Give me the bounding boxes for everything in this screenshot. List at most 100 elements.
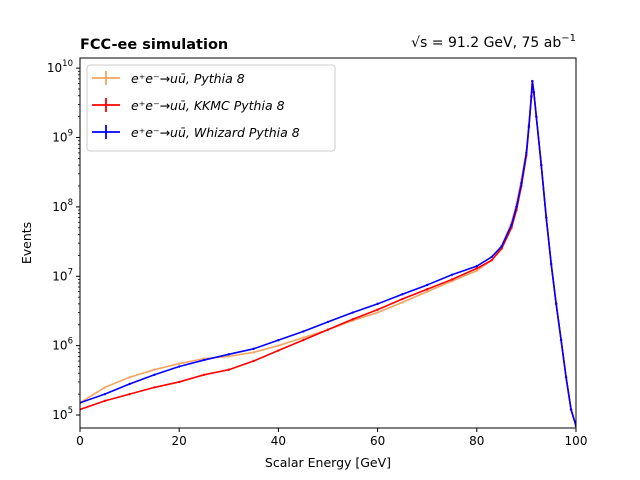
y-axis-label: Events — [19, 222, 34, 264]
data-point — [554, 302, 558, 306]
data-point — [527, 125, 531, 128]
data-point — [128, 392, 131, 396]
data-point — [530, 95, 533, 98]
data-point — [202, 358, 206, 362]
data-point — [128, 382, 131, 386]
data-point — [500, 245, 503, 248]
data-point — [178, 380, 181, 384]
data-point — [153, 373, 156, 376]
data-point — [515, 205, 518, 209]
data-point — [103, 386, 107, 389]
chart-title-right-sup: −1 — [561, 33, 576, 44]
x-tick-label: 60 — [370, 434, 385, 448]
data-point — [535, 115, 538, 118]
x-tick-label: 100 — [565, 434, 588, 448]
y-tick-base: 10 — [52, 408, 67, 422]
chart-title-left: FCC-ee simulation — [80, 37, 228, 53]
data-point — [153, 386, 156, 389]
data-point — [302, 336, 305, 339]
data-point — [490, 255, 493, 259]
data-point — [302, 338, 305, 342]
data-point — [559, 338, 563, 342]
x-tick-label: 80 — [469, 434, 484, 448]
y-tick-label: 1010 — [47, 59, 73, 75]
data-point — [277, 338, 280, 342]
legend-box — [86, 64, 336, 152]
data-point — [401, 301, 404, 304]
data-point — [277, 349, 280, 352]
x-axis-label: Scalar Energy [GeV] — [265, 455, 391, 470]
data-point — [525, 151, 528, 155]
y-tick-exp: 9 — [68, 129, 73, 139]
data-point — [227, 353, 230, 356]
data-point — [450, 273, 454, 276]
data-point — [475, 269, 478, 272]
data-point — [153, 368, 156, 371]
data-point — [351, 318, 354, 321]
data-point — [302, 330, 305, 333]
data-point — [540, 163, 543, 167]
y-tick-label: 105 — [52, 406, 73, 422]
data-point — [376, 308, 379, 311]
x-tick-label: 0 — [76, 434, 84, 448]
data-point — [490, 259, 493, 262]
y-tick-base: 10 — [52, 131, 67, 145]
y-tick-base: 10 — [52, 339, 67, 353]
x-tick-label: 40 — [271, 434, 286, 448]
legend: e⁺e⁻→uū, Pythia 8 e⁺e⁻→uū, KKMC Pythia 8 e… — [86, 64, 336, 152]
y-tick-exp: 10 — [62, 59, 73, 69]
data-point — [277, 344, 280, 347]
x-axis: 0 20 40 60 80 100 — [76, 428, 587, 448]
y-tick-exp: 5 — [68, 406, 73, 416]
data-point — [326, 328, 330, 331]
data-point — [178, 365, 181, 368]
chart-title-right-main: √s = 91.2 GeV, 75 ab — [411, 35, 561, 51]
data-point — [376, 302, 379, 306]
data-point — [252, 347, 255, 351]
data-point — [227, 355, 230, 358]
data-point — [569, 408, 573, 411]
data-point — [401, 297, 404, 301]
data-point — [520, 181, 523, 185]
series-layer — [80, 79, 576, 427]
data-point — [475, 267, 478, 270]
data-point — [532, 91, 536, 94]
data-point — [376, 311, 379, 314]
data-point — [426, 290, 429, 293]
y-tick-label: 108 — [52, 198, 73, 214]
y-tick-base: 10 — [47, 61, 62, 75]
chart-title-right: √s = 91.2 GeV, 75 ab−1 — [411, 33, 576, 51]
data-point — [178, 362, 181, 365]
y-tick-base: 10 — [52, 269, 67, 283]
data-point — [401, 293, 404, 296]
data-point — [510, 223, 513, 227]
data-point — [545, 216, 548, 219]
data-point — [450, 278, 454, 281]
data-point — [252, 359, 255, 363]
data-point — [475, 264, 478, 268]
y-tick-exp: 7 — [68, 267, 73, 277]
series-line-2 — [80, 80, 576, 427]
data-point — [103, 392, 107, 396]
y-tick-label: 107 — [52, 267, 73, 283]
y-tick-exp: 8 — [68, 198, 73, 208]
x-tick-label: 20 — [172, 434, 187, 448]
legend-label-1: e⁺e⁻→uū, KKMC Pythia 8 — [131, 98, 285, 113]
y-tick-base: 10 — [52, 200, 67, 214]
data-point — [202, 373, 206, 376]
legend-label-2: e⁺e⁻→uū, Whizard Pythia 8 — [131, 125, 300, 140]
y-tick-label: 106 — [52, 337, 73, 353]
y-tick-exp: 6 — [68, 337, 73, 347]
data-point — [531, 79, 534, 83]
data-point — [550, 262, 553, 266]
data-point — [227, 368, 230, 371]
data-point — [128, 376, 131, 379]
y-tick-label: 109 — [52, 129, 73, 145]
legend-label-0: e⁺e⁻→uū, Pythia 8 — [131, 71, 245, 86]
data-point — [564, 376, 568, 379]
data-point — [450, 279, 454, 283]
data-point — [351, 311, 354, 314]
data-point — [426, 288, 429, 291]
